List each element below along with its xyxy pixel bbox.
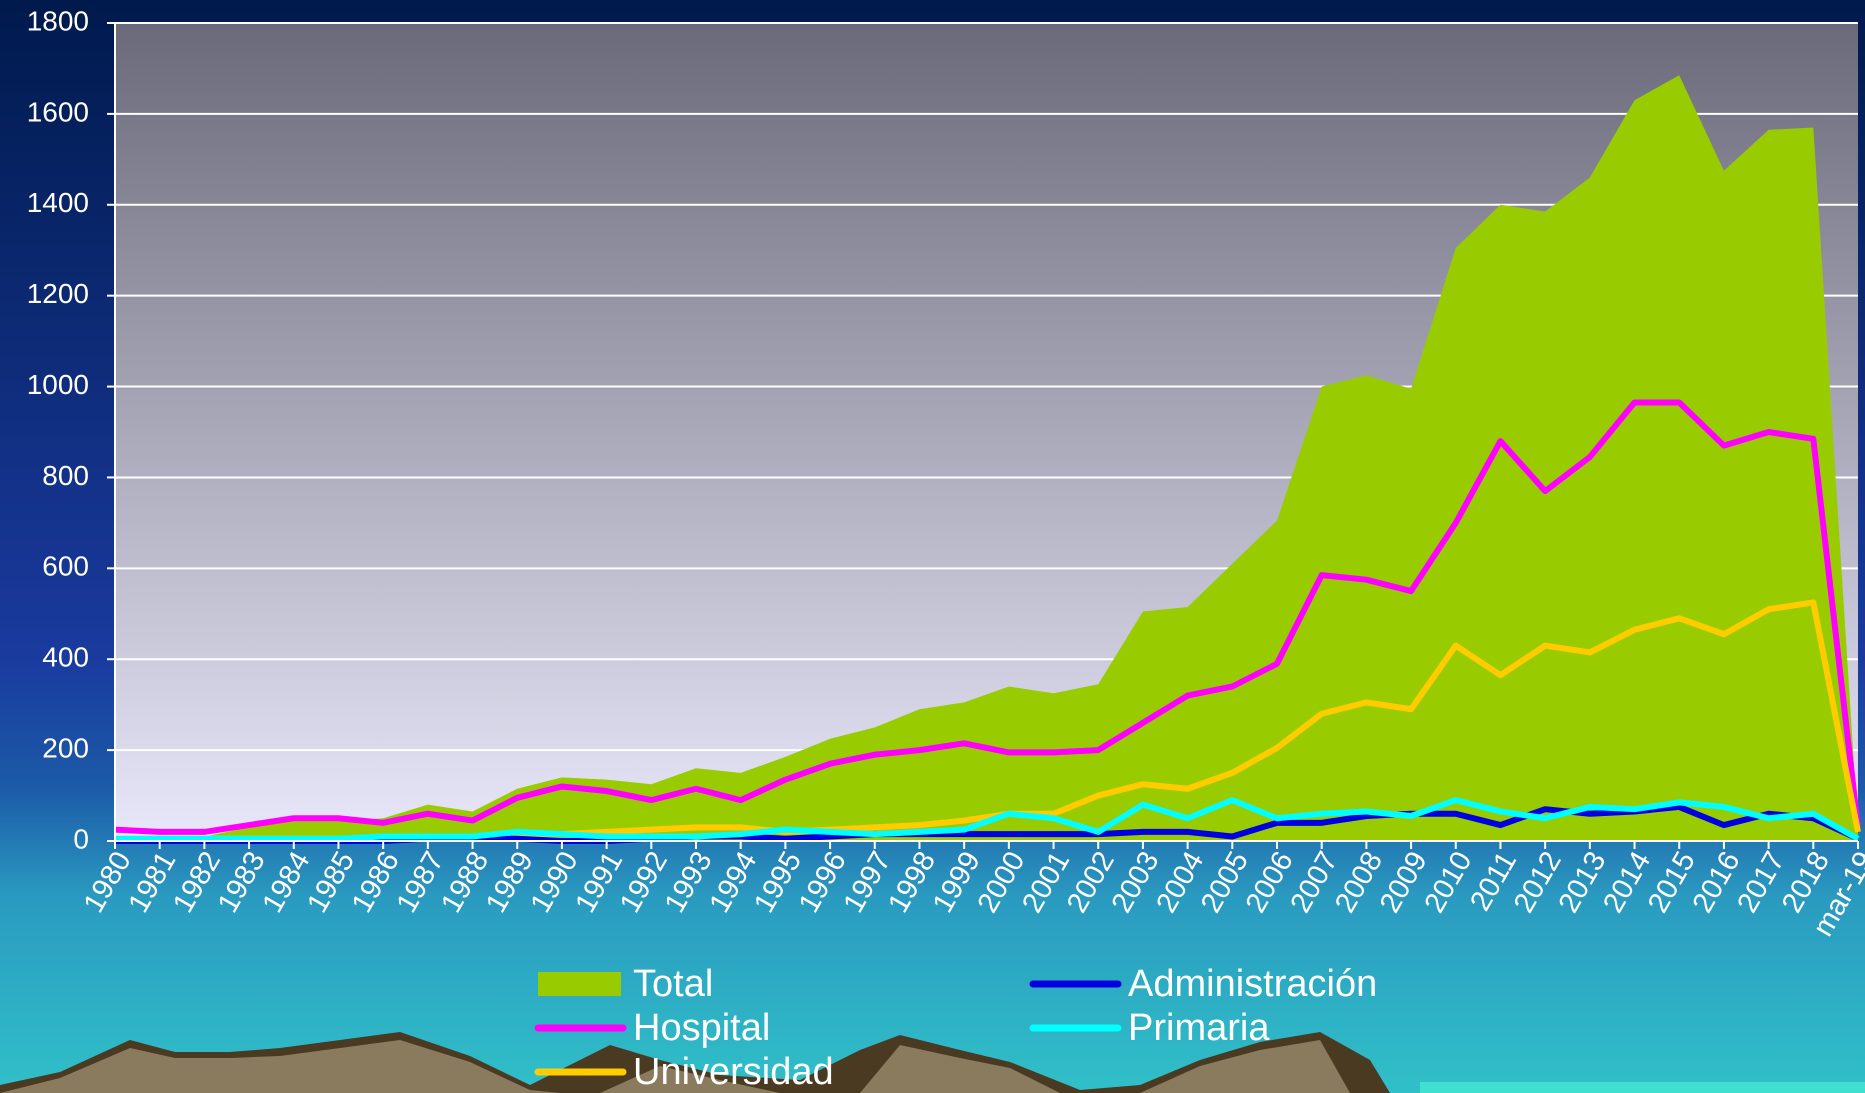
y-tick-label: 1000 [27,369,89,400]
legend-label: Universidad [633,1051,834,1093]
y-tick-label: 800 [42,460,89,491]
y-tick-label: 1200 [27,278,89,309]
y-tick-label: 1400 [27,187,89,218]
y-tick-label: 1600 [27,96,89,127]
legend-label: Primaria [1128,1007,1270,1049]
y-tick-label: 1800 [27,5,89,36]
legend-label: Total [633,963,713,1005]
legend-label: Hospital [633,1007,770,1049]
accent-bar [1420,1082,1865,1093]
legend-label: Administración [1128,963,1377,1005]
y-tick-label: 0 [73,823,89,854]
y-tick-label: 200 [42,733,89,764]
y-tick-label: 600 [42,551,89,582]
y-tick-label: 400 [42,642,89,673]
legend-swatch [538,972,621,996]
chart: 0200400600800100012001400160018001980198… [0,0,1865,1093]
